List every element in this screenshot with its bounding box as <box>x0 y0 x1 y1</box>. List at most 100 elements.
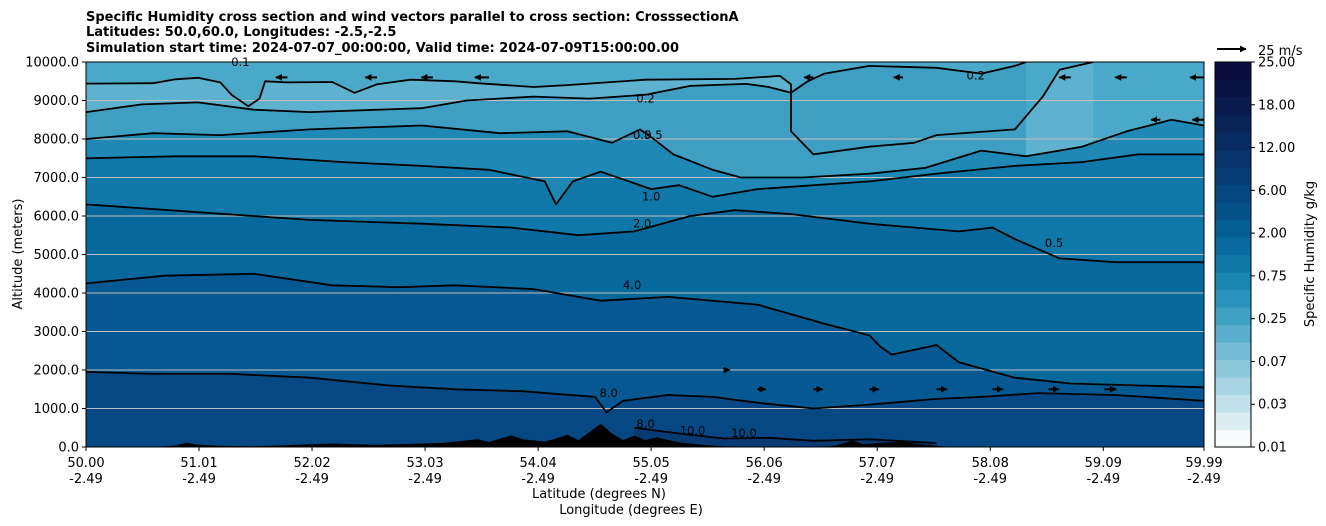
colorbar-band-18 <box>1215 114 1251 133</box>
contour-line-8 <box>86 371 1204 414</box>
contour-line-0-5 <box>86 118 1204 179</box>
x-tick-label-lon-9: -2.49 <box>1086 472 1120 487</box>
colorbar-band-13 <box>1215 202 1251 221</box>
x-tick-label-lat-4: 54.04 <box>520 456 557 471</box>
contour-label-7: 0.5 <box>1045 236 1063 250</box>
contour-label-3: 0.5 <box>644 128 662 142</box>
colorbar-tick-label-4: 0.75 <box>1258 269 1287 284</box>
colorbar-band-14 <box>1215 184 1251 203</box>
colorbar-tick-label-1: 0.03 <box>1258 398 1287 413</box>
contour-line-4 <box>86 272 1204 389</box>
x-tick-label-lat-6: 56.06 <box>746 456 783 471</box>
x-axis-label-line-2: Longitude (degrees E) <box>559 503 703 518</box>
plot-area <box>86 62 1204 447</box>
x-tick-label-lon-4: -2.49 <box>521 472 555 487</box>
contour-label-9: 8.0 <box>599 386 617 400</box>
x-tick-label-lon-0: -2.49 <box>69 472 103 487</box>
colorbar-band-21 <box>1215 62 1251 81</box>
colorbar-tick-label-5: 2.00 <box>1258 227 1287 242</box>
chart-title-line-2: Latitudes: 50.0,60.0, Longitudes: -2.5,-… <box>86 25 396 40</box>
colorbar-band-5 <box>1215 342 1251 361</box>
colorbar-tick-label-8: 18.00 <box>1258 98 1295 113</box>
y-axis-label: Altitude (meters) <box>11 199 26 310</box>
y-tick-label-2: 2000.0 <box>34 364 80 379</box>
colorbar-band-17 <box>1215 132 1251 151</box>
colorbar-tick-label-9: 25.00 <box>1258 56 1295 71</box>
colorbar-band-6 <box>1215 324 1251 343</box>
colorbar-band-11 <box>1215 237 1251 256</box>
contour-label-11: 10.0 <box>680 423 706 437</box>
y-tick-label-3: 3000.0 <box>34 325 80 340</box>
chart-title-line-3: Simulation start time: 2024-07-07_00:00:… <box>86 41 679 56</box>
colorbar-band-7 <box>1215 307 1251 326</box>
x-tick-label-lon-1: -2.49 <box>182 472 216 487</box>
x-tick-label-lat-9: 59.09 <box>1085 456 1122 471</box>
contour-label-5: 2.0 <box>633 217 651 231</box>
chart-title-line-1: Specific Humidity cross section and wind… <box>86 10 739 25</box>
contour-label-8: 0.2 <box>967 68 985 82</box>
colorbar-band-9 <box>1215 272 1251 291</box>
y-tick-label-4: 4000.0 <box>34 287 80 302</box>
contour-line-2 <box>86 203 1204 264</box>
contour-label-1: 0.2 <box>636 91 654 105</box>
y-tick-label-6: 6000.0 <box>34 210 80 225</box>
colorbar-tick-label-7: 12.00 <box>1258 141 1295 156</box>
y-tick-label-10: 10000.0 <box>25 56 79 71</box>
contour-label-2: 0.5 <box>633 128 651 142</box>
y-tick-label-9: 9000.0 <box>34 94 80 109</box>
x-tick-label-lat-0: 50.00 <box>67 456 104 471</box>
y-tick-label-7: 7000.0 <box>34 171 80 186</box>
contour-line-1 <box>86 153 1204 206</box>
x-tick-label-lon-8: -2.49 <box>973 472 1007 487</box>
y-tick-label-5: 5000.0 <box>34 248 80 263</box>
x-tick-label-lat-7: 57.07 <box>859 456 896 471</box>
colorbar-tick-label-0: 0.01 <box>1258 441 1287 456</box>
contour-label-10: 8.0 <box>636 417 654 431</box>
x-tick-label-lat-5: 55.05 <box>633 456 670 471</box>
y-tick-label-8: 8000.0 <box>34 133 80 148</box>
colorbar-band-4 <box>1215 359 1251 378</box>
colorbar-tick-label-6: 6.00 <box>1258 184 1287 199</box>
colorbar-band-19 <box>1215 97 1251 116</box>
x-tick-label-lat-1: 51.01 <box>180 456 217 471</box>
colorbar-label: Specific Humidity g/kg <box>1303 181 1318 327</box>
colorbar-band-20 <box>1215 79 1251 98</box>
x-tick-label-lon-7: -2.49 <box>860 472 894 487</box>
colorbar-band-3 <box>1215 377 1251 396</box>
contour-line-0-2 <box>86 62 1027 113</box>
colorbar-band-10 <box>1215 254 1251 273</box>
contour-line-0-1 <box>86 62 1094 156</box>
humidity-band-8 <box>86 371 1204 447</box>
colorbar-band-8 <box>1215 289 1251 308</box>
x-tick-label-lat-3: 53.03 <box>406 456 443 471</box>
x-tick-label-lon-6: -2.49 <box>747 472 781 487</box>
x-tick-label-lat-10: 59.99 <box>1185 456 1222 471</box>
contour-label-4: 1.0 <box>642 190 660 204</box>
quiver-key-label: 25 m/s <box>1258 44 1303 59</box>
contour-label-6: 4.0 <box>623 278 641 292</box>
x-axis-label-line-1: Latitude (degrees N) <box>532 487 666 502</box>
x-tick-label-lon-5: -2.49 <box>634 472 668 487</box>
y-tick-label-1: 1000.0 <box>34 402 80 417</box>
colorbar-band-15 <box>1215 167 1251 186</box>
colorbar-tick-label-3: 0.25 <box>1258 312 1287 327</box>
contour-label-0: 0.1 <box>231 55 249 69</box>
colorbar-band-1 <box>1215 412 1251 431</box>
colorbar-band-12 <box>1215 219 1251 238</box>
x-tick-label-lon-3: -2.49 <box>408 472 442 487</box>
x-tick-label-lat-8: 58.08 <box>972 456 1009 471</box>
x-tick-label-lon-2: -2.49 <box>295 472 329 487</box>
humidity-band-10 <box>634 427 937 447</box>
contour-line-10 <box>634 426 937 444</box>
y-tick-label-0: 0.0 <box>58 441 79 456</box>
contour-label-12: 10.0 <box>731 426 757 440</box>
x-tick-label-lat-2: 52.02 <box>293 456 330 471</box>
colorbar-band-2 <box>1215 394 1251 413</box>
terrain-silhouette <box>86 423 1204 447</box>
x-tick-label-lon-10: -2.49 <box>1187 472 1221 487</box>
colorbar-frame <box>1214 61 1252 448</box>
colorbar-band-16 <box>1215 149 1251 168</box>
colorbar-tick-label-2: 0.07 <box>1258 355 1287 370</box>
colorbar-band-0 <box>1215 429 1251 448</box>
